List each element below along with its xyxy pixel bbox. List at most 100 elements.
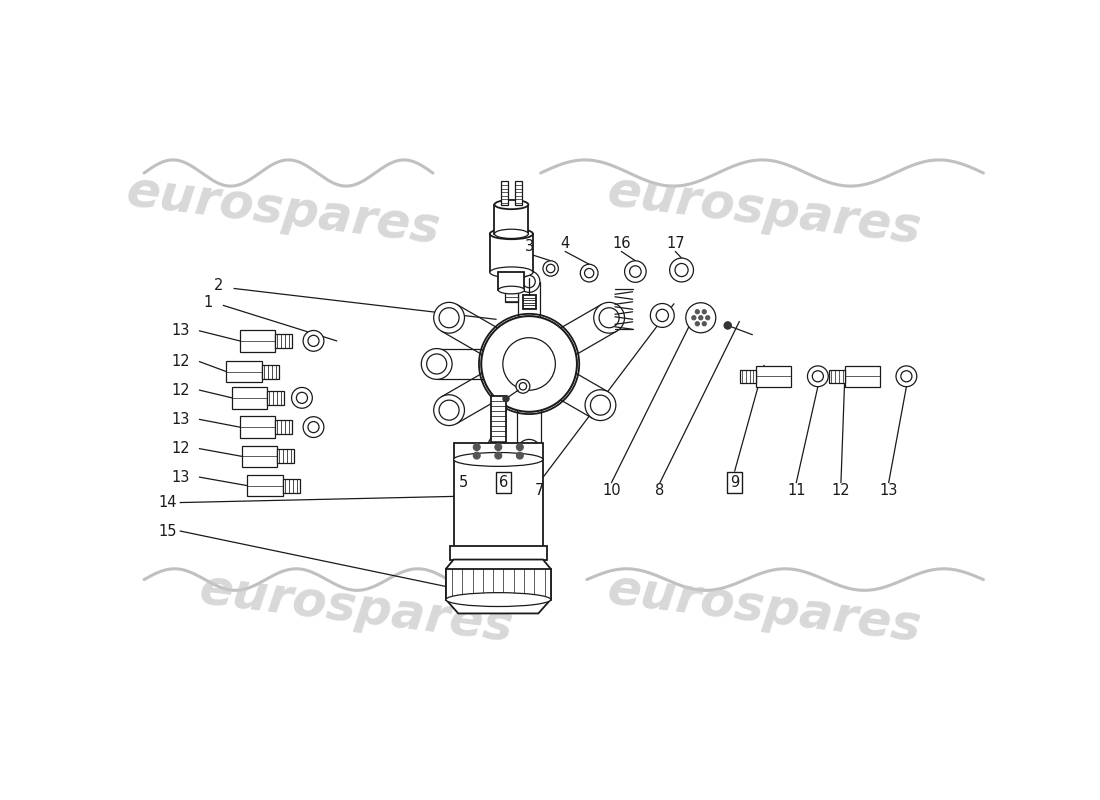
Circle shape (543, 261, 559, 276)
Text: 12: 12 (832, 482, 850, 498)
Text: 13: 13 (880, 482, 898, 498)
Text: eurospares: eurospares (123, 167, 442, 253)
Text: 12: 12 (170, 382, 189, 398)
Circle shape (670, 258, 693, 282)
Circle shape (308, 335, 319, 346)
Circle shape (516, 379, 530, 394)
Text: 17: 17 (667, 236, 684, 251)
Ellipse shape (490, 267, 534, 278)
Circle shape (304, 330, 323, 351)
Bar (277, 450, 295, 463)
Circle shape (518, 270, 540, 292)
Circle shape (517, 439, 541, 464)
Text: 16: 16 (613, 236, 630, 251)
Circle shape (594, 302, 625, 333)
Circle shape (581, 264, 598, 282)
Bar (275, 420, 292, 434)
Circle shape (695, 310, 700, 314)
Text: 11: 11 (786, 482, 805, 498)
Bar (248, 475, 283, 496)
Text: 15: 15 (158, 523, 176, 538)
Ellipse shape (495, 230, 528, 238)
Text: 9: 9 (730, 475, 739, 490)
Bar (267, 391, 284, 405)
Circle shape (503, 338, 556, 390)
Text: 7: 7 (535, 482, 543, 498)
Bar (242, 446, 277, 467)
Circle shape (685, 302, 716, 333)
Text: 14: 14 (158, 495, 176, 510)
Bar (491, 396, 506, 442)
Circle shape (584, 269, 594, 278)
Circle shape (482, 316, 576, 412)
Ellipse shape (490, 229, 534, 239)
Circle shape (812, 370, 824, 382)
Text: eurospares: eurospares (196, 565, 516, 651)
Bar (453, 442, 543, 459)
Circle shape (495, 452, 502, 459)
Circle shape (702, 310, 706, 314)
Text: eurospares: eurospares (604, 167, 924, 253)
Circle shape (473, 452, 481, 459)
Text: 1: 1 (204, 295, 212, 310)
Circle shape (503, 395, 509, 402)
Circle shape (308, 422, 319, 433)
Bar (505, 272, 518, 302)
Circle shape (296, 392, 308, 403)
Text: 12: 12 (170, 354, 189, 369)
Circle shape (522, 445, 536, 458)
Text: 10: 10 (602, 482, 620, 498)
Text: eurospares: eurospares (604, 565, 924, 651)
Bar (240, 416, 275, 438)
Text: 13: 13 (172, 412, 189, 427)
Text: 8: 8 (656, 482, 664, 498)
Circle shape (724, 322, 732, 329)
Bar (232, 387, 267, 409)
Circle shape (439, 308, 459, 328)
Circle shape (495, 444, 502, 450)
Circle shape (807, 366, 828, 386)
Circle shape (650, 303, 674, 327)
Polygon shape (446, 559, 551, 614)
Circle shape (901, 370, 912, 382)
Bar (283, 478, 299, 493)
Circle shape (304, 417, 323, 438)
Circle shape (519, 382, 527, 390)
Circle shape (585, 390, 616, 421)
Bar (240, 330, 275, 352)
Bar (756, 366, 791, 386)
Text: 13: 13 (172, 323, 189, 338)
Bar (515, 182, 521, 205)
Circle shape (698, 316, 703, 320)
Bar (502, 182, 508, 205)
Bar (446, 569, 551, 599)
Text: 13: 13 (172, 470, 189, 485)
Bar (495, 205, 528, 234)
Circle shape (702, 322, 706, 326)
Bar (829, 370, 845, 383)
Circle shape (547, 264, 554, 273)
Circle shape (591, 395, 611, 415)
Circle shape (516, 452, 524, 459)
Bar (845, 366, 880, 386)
Bar (453, 459, 543, 559)
Ellipse shape (495, 200, 528, 209)
Circle shape (896, 366, 916, 386)
Circle shape (692, 316, 696, 320)
Ellipse shape (453, 453, 543, 466)
Bar (739, 370, 756, 383)
Bar (522, 294, 536, 309)
Circle shape (433, 394, 464, 426)
Bar (262, 365, 279, 378)
Text: 4: 4 (561, 236, 570, 251)
Circle shape (600, 308, 619, 328)
Bar (498, 272, 525, 290)
Circle shape (473, 444, 481, 450)
Circle shape (656, 310, 669, 322)
Circle shape (522, 275, 536, 288)
Circle shape (516, 444, 524, 450)
Circle shape (439, 400, 459, 420)
Circle shape (629, 266, 641, 278)
Circle shape (482, 316, 576, 412)
Circle shape (478, 314, 580, 414)
